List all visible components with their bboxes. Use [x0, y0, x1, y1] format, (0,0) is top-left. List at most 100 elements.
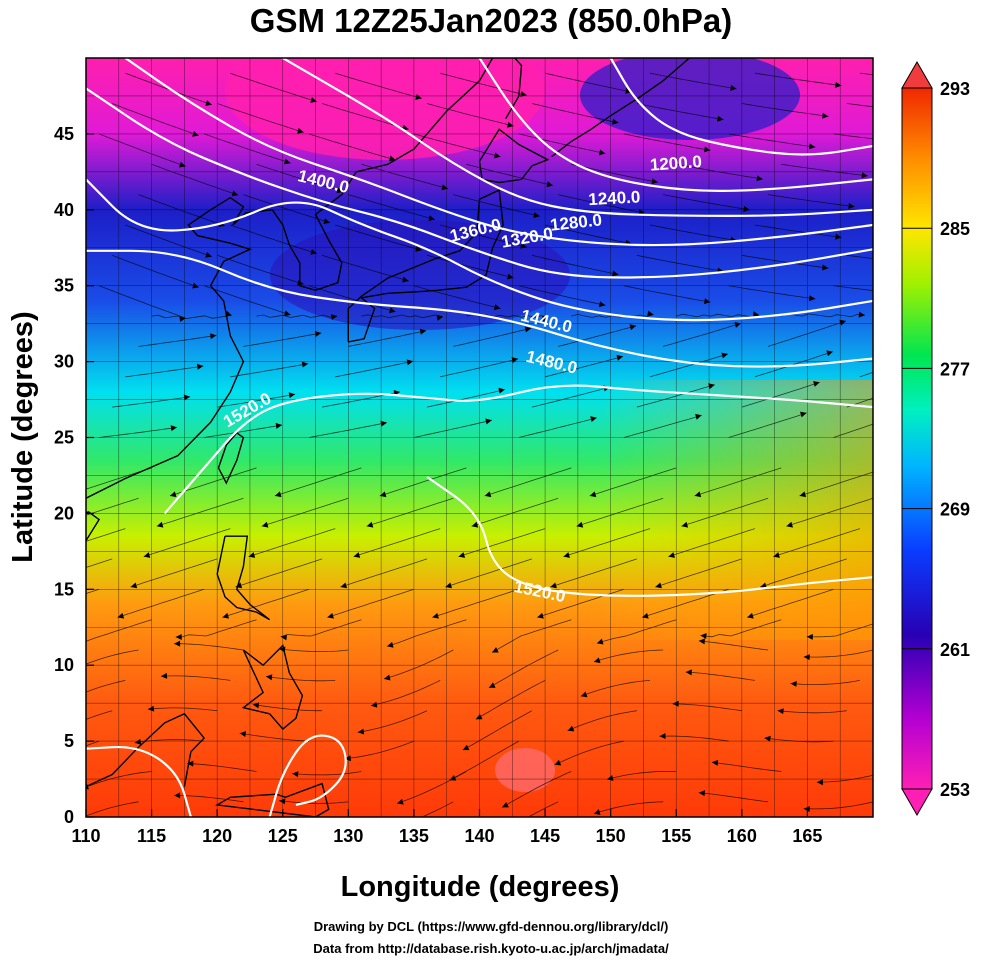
height-contours [86, 58, 873, 817]
y-tick-label: 40 [54, 200, 74, 220]
streamline-arrowhead [402, 276, 409, 283]
streamline [99, 427, 178, 438]
streamline-arrowhead [822, 112, 829, 119]
streamline [649, 72, 737, 90]
streamline-arrowhead [554, 759, 562, 766]
streamline [151, 163, 239, 196]
streamline-arrowhead [760, 582, 767, 589]
streamline [426, 389, 505, 408]
streamline [217, 254, 304, 285]
streamline-arrowhead [279, 798, 286, 805]
streamline [462, 710, 533, 751]
streamline-arrowhead [25, 582, 32, 589]
streamline-arrowhead [764, 735, 771, 742]
colorbar-tick-label: 261 [940, 640, 970, 660]
streamline-arrowhead [134, 738, 142, 745]
streamline [545, 72, 632, 93]
streamline-arrowhead [284, 310, 291, 317]
streamline-arrowhead [524, 326, 532, 333]
streamline-arrowhead [301, 361, 309, 368]
coastline [86, 196, 273, 499]
streamline [606, 771, 677, 780]
streamline [655, 558, 742, 588]
streamline [846, 397, 873, 408]
streamline [623, 414, 702, 438]
streamline-arrowhead [383, 826, 390, 833]
streamline [518, 417, 597, 438]
streamline [344, 740, 415, 760]
streamline [659, 735, 729, 742]
streamline-arrowhead [861, 172, 868, 179]
streamline [230, 363, 309, 378]
streamline-arrowhead [598, 149, 606, 156]
streamline [488, 649, 559, 689]
streamline-arrowhead [546, 181, 553, 188]
warm-spot [495, 748, 555, 792]
streamline-arrowhead [944, 316, 952, 324]
streamline-arrowhead [130, 582, 138, 589]
streamline-arrowhead [179, 161, 186, 168]
streamline [558, 194, 645, 214]
colorbar-min-arrow [901, 788, 933, 817]
warm-east-shading [600, 380, 873, 640]
streamline [773, 528, 861, 557]
streamline-arrowhead [462, 744, 470, 751]
streamline-arrowhead [156, 521, 164, 528]
streamline [466, 314, 549, 318]
streamline [86, 801, 139, 817]
y-tick-label: 5 [64, 731, 74, 751]
credit-dcl: Drawing by DCL (https://www.gfd-dennou.o… [313, 919, 669, 934]
streamline-arrowhead [786, 521, 793, 528]
streamline [816, 774, 873, 783]
streamline-arrowhead [205, 100, 212, 106]
streamline [545, 224, 632, 245]
streamline-arrowhead [790, 680, 797, 687]
coastline [86, 712, 206, 788]
streamline [764, 737, 834, 743]
streamline-arrowhead [344, 755, 351, 762]
streamline [86, 710, 113, 720]
coastline [86, 511, 101, 542]
streamline-arrowhead [275, 422, 282, 429]
streamline [327, 588, 415, 618]
streamline-arrowhead [86, 783, 89, 790]
streamline-arrowhead [494, 304, 501, 311]
streamline [383, 649, 454, 680]
streamline-arrowhead [777, 708, 784, 715]
streamline [518, 133, 606, 154]
streamline-arrowhead [210, 333, 217, 340]
streamline-arrowhead [813, 381, 820, 387]
streamline [558, 325, 637, 347]
streamline-arrowhead [239, 731, 247, 738]
streamline-arrowhead [567, 725, 575, 732]
streamline-arrowhead [858, 311, 865, 318]
contour-line [609, 58, 873, 156]
y-tick-label: 45 [54, 124, 74, 144]
streamline-arrowhead [681, 521, 689, 528]
streamline-arrowhead [336, 187, 344, 194]
streamline-arrowhead [822, 264, 829, 271]
streamline [308, 422, 387, 438]
colorbar-tick-label: 277 [940, 359, 970, 379]
streamline-arrowhead [655, 582, 662, 589]
contour-line [86, 87, 873, 279]
streamline-arrowhead [314, 330, 322, 337]
streamline-arrowhead [458, 552, 466, 558]
streamline [453, 327, 532, 347]
streamline-arrowhead [612, 118, 619, 125]
streamline [426, 254, 514, 279]
streamline-arrowhead [839, 319, 846, 326]
x-tick-label: 165 [792, 826, 822, 846]
streamline [86, 740, 100, 747]
streamline [550, 558, 638, 588]
streamline-arrowhead [29, 767, 37, 775]
streamline-arrowhead [668, 552, 675, 558]
contour-line [163, 384, 873, 515]
streamline [321, 254, 409, 282]
streamline [386, 619, 467, 647]
streamline-arrowhead [502, 802, 509, 808]
streamline-arrowhead [174, 792, 181, 799]
streamline-arrowhead [432, 612, 439, 619]
x-tick-label: 150 [596, 826, 626, 846]
